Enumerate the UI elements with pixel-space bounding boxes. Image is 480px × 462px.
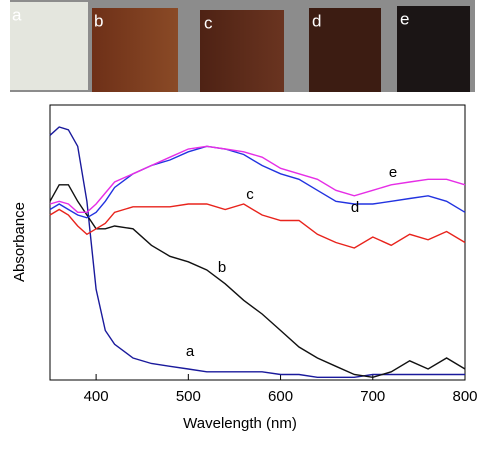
absorbance-curve [49, 145, 466, 219]
plot-frame [49, 104, 466, 381]
curve-label: b [218, 259, 226, 276]
absorbance-curve [49, 203, 466, 249]
curve-label: a [186, 343, 195, 360]
curve-label: c [246, 186, 254, 203]
x-tick-label: 700 [360, 388, 385, 405]
absorbance-curve [49, 126, 465, 378]
sample-photo [200, 10, 284, 92]
photo-label: e [400, 9, 409, 28]
sample-photo [397, 6, 470, 92]
x-tick-label: 600 [268, 388, 293, 405]
x-tick-label: 500 [176, 388, 201, 405]
absorbance-curve [49, 145, 466, 213]
x-tick-label: 800 [452, 388, 477, 405]
curve-label: d [351, 199, 359, 216]
photo-label: d [312, 11, 321, 30]
curve-label: e [389, 164, 397, 181]
photo-label: a [12, 5, 22, 24]
photo-label: c [204, 13, 213, 32]
sample-photo [10, 2, 88, 90]
sample-photo [92, 8, 178, 92]
y-axis-label: Absorbance [11, 202, 28, 282]
photo-label: b [94, 11, 103, 30]
sample-photo [309, 8, 381, 92]
absorbance-curve [49, 184, 466, 379]
x-tick-label: 400 [84, 388, 109, 405]
x-axis-label: Wavelength (nm) [183, 415, 297, 432]
